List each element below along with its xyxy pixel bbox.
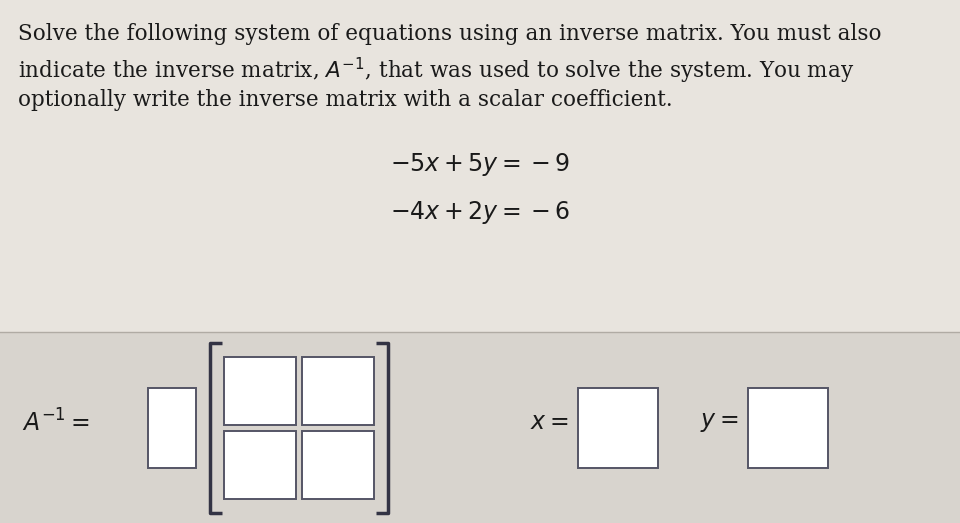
- Bar: [0, 0, 960, 332]
- Bar: [148, 388, 196, 468]
- Text: Solve the following system of equations using an inverse matrix. You must also: Solve the following system of equations …: [18, 23, 881, 45]
- Text: $x=$: $x=$: [530, 411, 568, 434]
- Text: $-5x+5y=-9$: $-5x+5y=-9$: [390, 152, 570, 178]
- Text: $y=$: $y=$: [700, 411, 738, 434]
- Text: $-4x+2y=-6$: $-4x+2y=-6$: [390, 199, 570, 226]
- Bar: [302, 430, 374, 498]
- Bar: [224, 357, 296, 425]
- Bar: [224, 430, 296, 498]
- Bar: [578, 388, 658, 468]
- Text: indicate the inverse matrix, $A^{-1}$, that was used to solve the system. You ma: indicate the inverse matrix, $A^{-1}$, t…: [18, 56, 854, 86]
- Text: optionally write the inverse matrix with a scalar coefficient.: optionally write the inverse matrix with…: [18, 89, 673, 111]
- Bar: [0, 332, 960, 523]
- Bar: [748, 388, 828, 468]
- Text: $A^{-1}=$: $A^{-1}=$: [22, 409, 90, 436]
- Bar: [302, 357, 374, 425]
